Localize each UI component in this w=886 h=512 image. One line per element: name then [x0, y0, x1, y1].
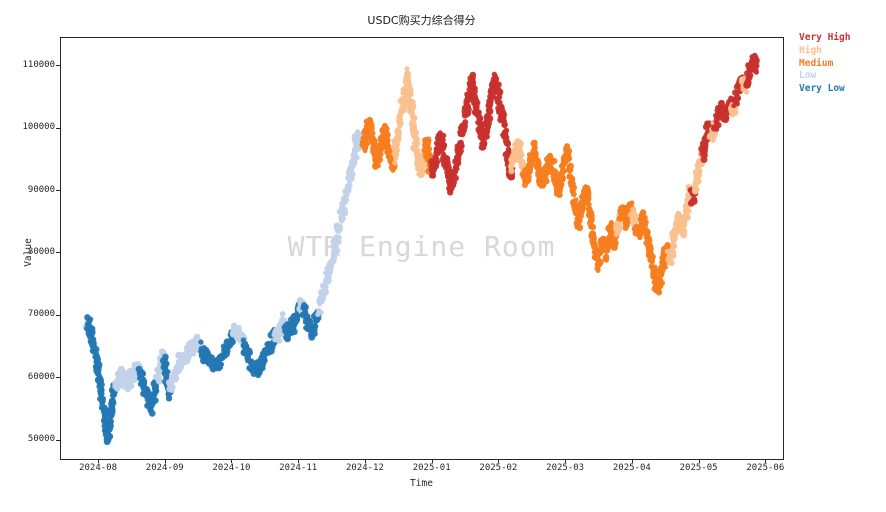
chart-title: USDC购买力综合得分 — [367, 14, 476, 27]
legend-item-high: High — [799, 44, 822, 56]
y-tick-label: 50000 — [27, 434, 55, 445]
x-tick-mark — [164, 459, 166, 463]
y-tick-label: 80000 — [27, 246, 55, 257]
x-tick-label: 2025-06 — [746, 463, 785, 473]
x-tick-label: 2025-02 — [479, 463, 518, 473]
x-tick-mark — [231, 459, 233, 463]
y-tick-label: 90000 — [27, 184, 55, 195]
x-tick-mark — [565, 459, 567, 463]
x-tick-label: 2024-11 — [279, 463, 318, 473]
x-tick-label: 2024-12 — [345, 463, 384, 473]
x-tick-mark — [364, 459, 366, 463]
y-tick-mark — [56, 190, 60, 192]
x-tick-label: 2025-05 — [679, 463, 718, 473]
y-tick-mark — [56, 439, 60, 441]
legend-item-medium: Medium — [799, 57, 834, 69]
y-tick-mark — [56, 314, 60, 316]
x-tick-mark — [298, 459, 300, 463]
legend-item-low: Low — [799, 70, 817, 82]
legend-item-very-high: Very High — [799, 32, 851, 43]
x-tick-mark — [498, 459, 500, 463]
x-tick-label: 2024-09 — [145, 463, 184, 473]
y-tick-mark — [56, 252, 60, 254]
x-tick-mark — [698, 459, 700, 463]
y-tick-mark — [56, 127, 60, 129]
x-tick-mark — [431, 459, 433, 463]
y-tick-label: 110000 — [22, 59, 55, 70]
legend: Very High High Medium Low Very Low — [799, 32, 850, 96]
x-tick-label: 2025-01 — [412, 463, 451, 473]
y-axis-label: Value — [22, 238, 34, 267]
y-tick-label: 70000 — [27, 309, 55, 320]
legend-item-very-low: Very Low — [799, 83, 845, 95]
y-tick-label: 100000 — [22, 122, 55, 133]
x-tick-label: 2025-04 — [612, 463, 651, 473]
x-axis-label: Time — [410, 478, 433, 489]
x-tick-label: 2024-08 — [79, 463, 117, 473]
x-tick-mark — [631, 459, 633, 463]
x-tick-mark — [765, 459, 767, 463]
x-tick-label: 2025-03 — [546, 463, 585, 473]
x-tick-mark — [98, 459, 100, 463]
y-tick-mark — [56, 65, 60, 67]
x-tick-label: 2024-10 — [212, 463, 251, 473]
y-tick-mark — [56, 377, 60, 379]
y-tick-label: 60000 — [27, 371, 55, 382]
